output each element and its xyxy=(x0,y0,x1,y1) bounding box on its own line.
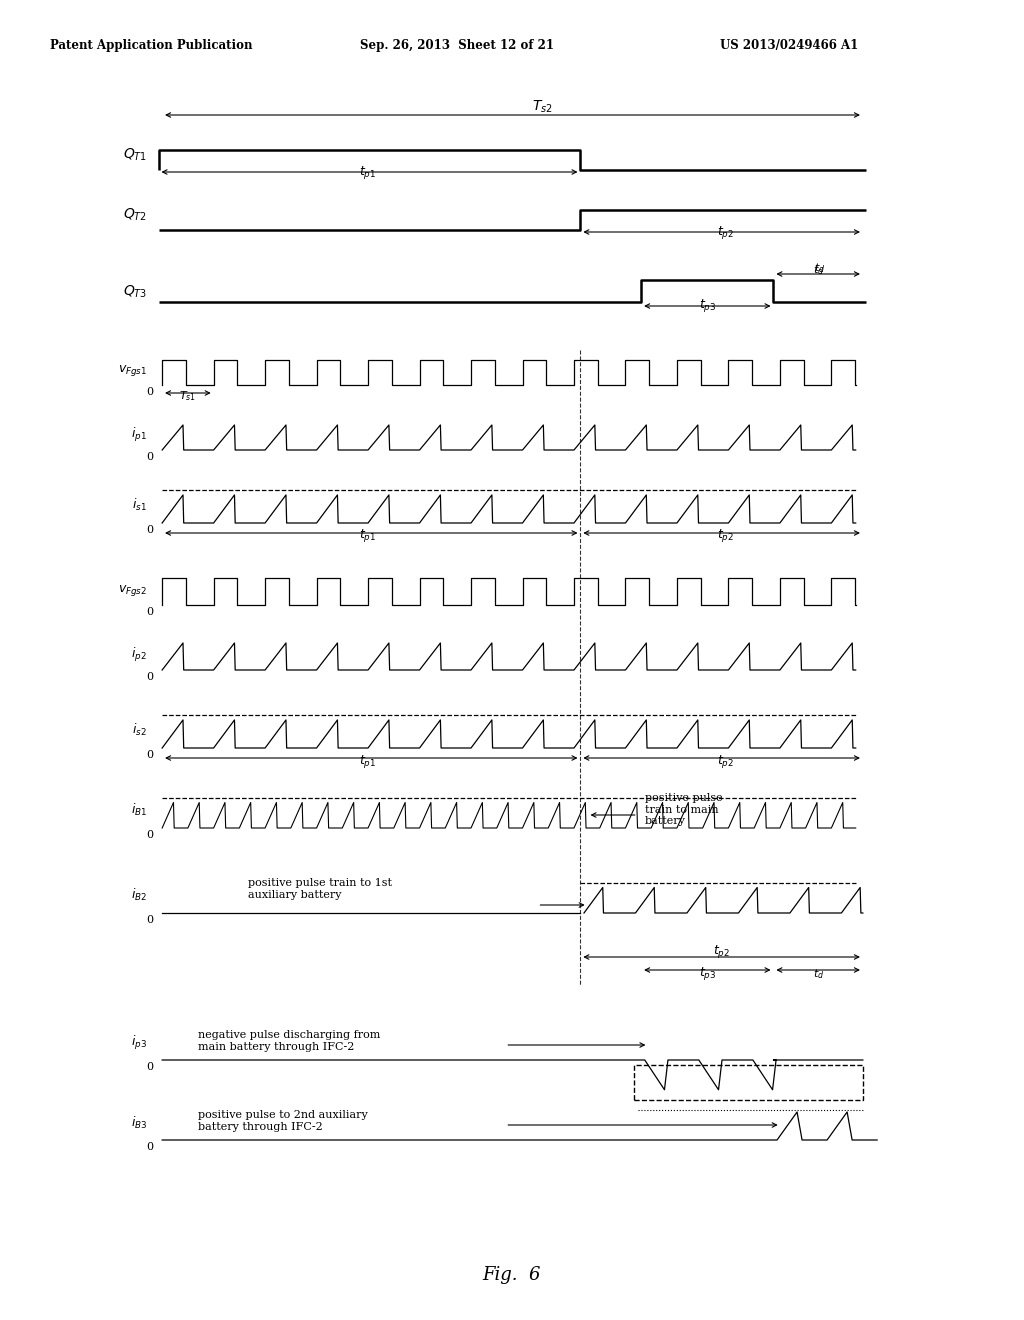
Text: Sep. 26, 2013  Sheet 12 of 21: Sep. 26, 2013 Sheet 12 of 21 xyxy=(360,38,554,51)
Text: 0: 0 xyxy=(145,750,153,760)
Text: 0: 0 xyxy=(145,607,153,616)
Text: 0: 0 xyxy=(145,451,153,462)
Text: $t_{p1}$: $t_{p1}$ xyxy=(359,164,376,181)
Text: $T_{s2}$: $T_{s2}$ xyxy=(532,99,553,115)
Text: $t_{p2}$: $t_{p2}$ xyxy=(717,528,734,544)
Text: $i_{p1}$: $i_{p1}$ xyxy=(131,426,147,444)
Text: $t_{p2}$: $t_{p2}$ xyxy=(713,942,730,960)
Text: 0: 0 xyxy=(145,672,153,682)
Text: $t_{p1}$: $t_{p1}$ xyxy=(359,528,376,544)
Text: $Q_{T3}$: $Q_{T3}$ xyxy=(123,284,147,300)
Text: 0: 0 xyxy=(145,915,153,925)
Text: $t_d$: $t_d$ xyxy=(812,968,824,981)
Text: 0: 0 xyxy=(145,525,153,535)
Text: positive pulse to 2nd auxiliary
battery through IFC-2: positive pulse to 2nd auxiliary battery … xyxy=(198,1110,368,1131)
Text: $Q_{T2}$: $Q_{T2}$ xyxy=(123,207,147,223)
Text: US 2013/0249466 A1: US 2013/0249466 A1 xyxy=(720,38,858,51)
Text: $i_{p3}$: $i_{p3}$ xyxy=(131,1034,147,1052)
Text: $t_{p2}$: $t_{p2}$ xyxy=(717,752,734,770)
Text: $Q_{T1}$: $Q_{T1}$ xyxy=(123,147,147,164)
Text: $i_{s2}$: $i_{s2}$ xyxy=(132,722,147,738)
Text: negative pulse discharging from
main battery through IFC-2: negative pulse discharging from main bat… xyxy=(198,1030,380,1052)
Text: $t_d$: $t_d$ xyxy=(814,261,825,275)
Text: Patent Application Publication: Patent Application Publication xyxy=(50,38,253,51)
Text: 0: 0 xyxy=(145,387,153,397)
Text: $T_{s1}$: $T_{s1}$ xyxy=(179,389,197,403)
Text: $i_{B1}$: $i_{B1}$ xyxy=(131,803,147,818)
Text: 0: 0 xyxy=(145,830,153,840)
Text: positive pulse train to 1st
auxiliary battery: positive pulse train to 1st auxiliary ba… xyxy=(248,878,392,900)
Text: $t_{p3}$: $t_{p3}$ xyxy=(698,297,716,314)
Text: $t_{p1}$: $t_{p1}$ xyxy=(359,752,376,770)
Text: $v_{Fgs1}$: $v_{Fgs1}$ xyxy=(118,363,147,378)
Text: $i_{s1}$: $i_{s1}$ xyxy=(132,496,147,513)
Text: positive pulse
train to main
battery: positive pulse train to main battery xyxy=(645,793,722,826)
Text: $t_{p3}$: $t_{p3}$ xyxy=(698,965,716,982)
Text: $t_{p2}$: $t_{p2}$ xyxy=(717,223,734,240)
Text: $i_{B3}$: $i_{B3}$ xyxy=(131,1115,147,1131)
Text: Fig.  6: Fig. 6 xyxy=(482,1266,542,1284)
Text: $i_{p2}$: $i_{p2}$ xyxy=(131,645,147,664)
Text: $i_{B2}$: $i_{B2}$ xyxy=(131,887,147,903)
Text: $t_d$: $t_d$ xyxy=(812,263,824,277)
Text: 0: 0 xyxy=(145,1142,153,1152)
Text: $v_{Fgs2}$: $v_{Fgs2}$ xyxy=(118,582,147,598)
Text: 0: 0 xyxy=(145,1063,153,1072)
Bar xyxy=(634,1065,863,1100)
